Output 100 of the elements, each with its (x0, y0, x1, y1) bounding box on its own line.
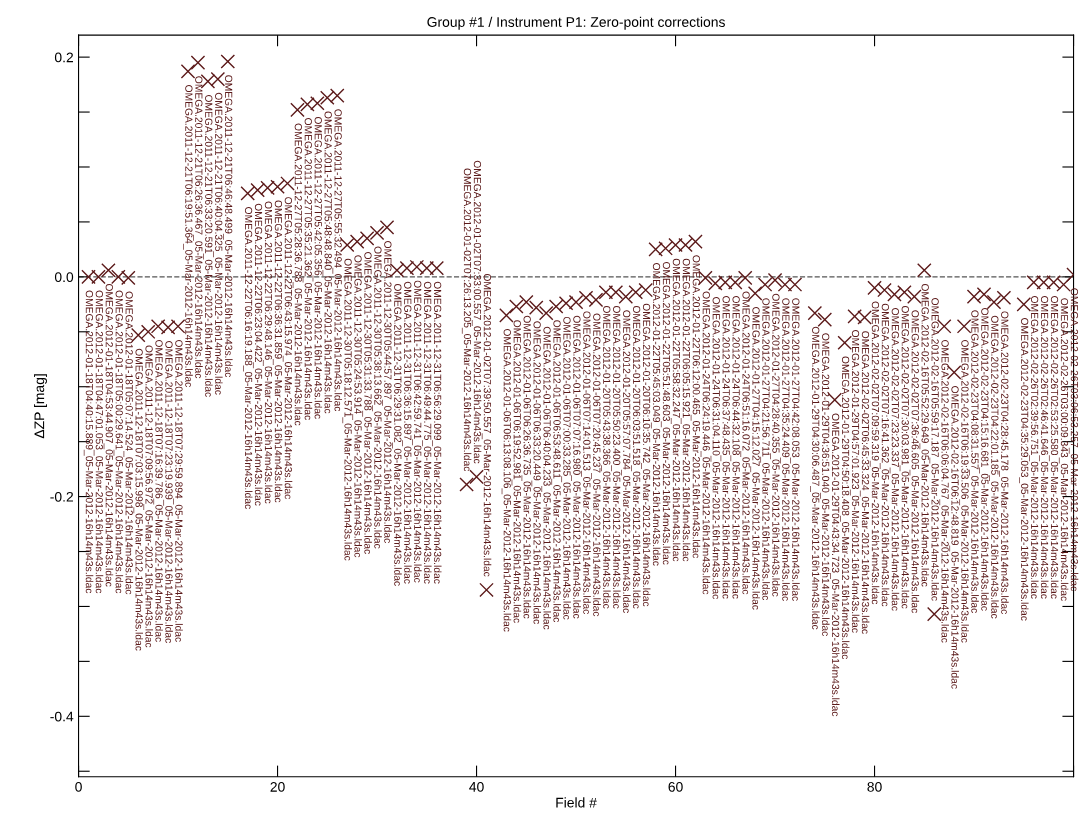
annotation: OMEGA.2011-12-31T06:36:15.897_05-Mar-2012-16h14m43s.ldac (402, 281, 412, 584)
annotation: OMEGA.2011-12-27T05:55:32.494_05-Mar-2012-16h14m43s.ldac (332, 109, 343, 412)
annotation: OMEGA.2011-12-22T06:43:15.974_05-Mar-2012-16h14m43s.ldac (282, 197, 293, 499)
annotation: OMEGA.2011-12-18T07:29:59.894_05-Mar-2012-16h14m43s.ldac (173, 339, 183, 642)
annotation: OMEGA.2012-01-27T04:15:12.027_05-Mar-2012-16h14m43s.ldac (750, 307, 760, 610)
annotation: OMEGA.2011-12-22T06:16:19.188_05-Mar-2012-16h14m43s.ldac (243, 207, 253, 509)
annotation: OMEGA.2012-01-27T04:42:08.053_05-Mar-2012-16h14m43s.ldac (790, 298, 800, 601)
annotation: OMEGA.2012-01-02T07:39:50.557_05-Mar-2012-16h14m43s.ldac (481, 273, 492, 577)
annotation: OMEGA.2012-01-18T05:00:29.641_05-Mar-2012-16h14m43s.ldac (113, 290, 124, 594)
annotation: OMEGA.2012-01-29T04:36:51.040_05-Mar-2012-16h14m43s.ldac (820, 333, 830, 636)
annotation: OMEGA.2012-02-26T02:53:25.580_05-Mar-2012-16h14m43s.ldac (1048, 296, 1059, 599)
annotation: OMEGA.2012-02-02T07:16:41.362_05-Mar-2012-16h14m43s.ldac (879, 303, 890, 607)
annotation: OMEGA.2011-12-22T06:29:48.146_05-Mar-2012-16h14m43s.ldac (262, 201, 273, 504)
annotation: OMEGA.2011-12-21T06:26:36.467_05-Mar-2012-16h14m43s.ldac (193, 76, 203, 379)
annotation: OMEGA.2012-01-20T05:43:38.366_05-Mar-2012-16h14m43s.ldac (601, 305, 611, 609)
annotation: OMEGA.2012-01-20T05:50:23.400_05-Mar-2012-16h14m43s.ldac (611, 305, 621, 609)
annotation: OMEGA.2012-01-06T07:14:01.513_05-Mar-2012-16h14m43s.ldac (581, 311, 591, 615)
annotation: OMEGA.2011-12-30T05:24:53.914_05-Mar-2012-16h14m43s.ldac (352, 255, 362, 558)
annotation: OMEGA.2012-01-29T04:50:18.408_05-Mar-2012-16h14m43s.ldac (840, 356, 850, 660)
y-tick-label: -0.4 (50, 711, 74, 722)
annotation: OMEGA.2012-01-18T04:53:44.907_05-Mar-2012-16h14m43s.ldac (103, 283, 114, 587)
annotation: OMEGA.2011-12-27T05:35:21.362_05-Mar-2012-16h14m43s.ldac (302, 118, 313, 420)
annotation: OMEGA.2011-12-27T05:42:05.356_05-Mar-2012-16h14m43s.ldac (312, 116, 323, 419)
annotation: OMEGA.2012-01-22T06:05:15.921_05-Mar-2012-16h14m43s.ldac (680, 258, 691, 562)
annotation: OMEGA.2012-02-23T04:28:45.178_05-Mar-2012-16h14m43s.ldac (999, 311, 1009, 615)
annotation: OMEGA.2012-02-16T06:19:33.506_05-Mar-2012-16h14m43s.ldac (959, 339, 969, 643)
y-tick-label: -0.2 (50, 491, 73, 502)
annotation: OMEGA.2012-01-06T07:07:16.980_05-Mar-2012-16h14m43s.ldac (571, 315, 581, 619)
annotation: OMEGA.2011-12-27T05:28:36.788_05-Mar-2012-16h14m43s.ldac (292, 123, 303, 426)
annotation: OMEGA.2012-02-23T04:22:01.185_05-Mar-2012-16h14m43s.ldac (989, 315, 999, 619)
annotation: OMEGA.2011-12-31T06:42:59.741_05-Mar-2012-16h14m43s.ldac (412, 280, 422, 583)
x-axis-title: Field # (556, 797, 597, 808)
annotation: OMEGA.2012-01-06T06:53:48.611_05-Mar-2012-16h14m43s.ldac (551, 320, 561, 623)
annotation: OMEGA.2011-12-22T06:36:31.859_05-Mar-2012-16h14m43s.ldac (272, 200, 283, 503)
annotation: OMEGA.2012-02-02T06:45:33.324_05-Mar-2012-16h14m43s.ldac (859, 331, 870, 634)
x-tick-label: 80 (867, 781, 882, 792)
annotation: OMEGA.2012-01-06T06:33:20.449_05-Mar-2012-16h14m43s.ldac (531, 321, 542, 624)
annotation: OMEGA.2012-01-22T05:51:48.603_05-Mar-2012-16h14m43s.ldac (660, 261, 671, 565)
annotation: OMEGA.2012-01-22T06:12:00.465_05-Mar-2012-16h14m43s.ldac (690, 255, 701, 558)
annotation: OMEGA.2012-02-16T06:06:04.767_05-Mar-2012-16h14m43s.ldac (939, 339, 949, 643)
annotation: OMEGA.2012-01-06T07:20:45.237_05-Mar-2012-16h14m43s.ldac (591, 313, 601, 617)
annotation: OMEGA.2012-01-24T06:24:19.446_05-Mar-2012-16h14m43s.ldac (700, 291, 711, 595)
annotation: OMEGA.2011-12-21T06:33:20.591_05-Mar-2012-16h14m43s.ldac (203, 94, 213, 397)
annotation: OMEGA.2012-01-20T06:03:51.518_05-Mar-2012-16h14m43s.ldac (631, 305, 641, 609)
annotation: OMEGA.2012-01-06T07:00:33.285_05-Mar-2012-16h14m43s.ldac (561, 316, 571, 620)
annotation: OMEGA.2011-12-21T06:46:48.499_05-Mar-2012-16h14m43s.ldac (223, 75, 233, 378)
annotation: OMEGA.2012-01-29T04:43:34.723_05-Mar-2012-16h14m43s.ldac (830, 413, 840, 717)
annotation: OMEGA.2011-12-22T06:23:04.422_05-Mar-2012-16h14m43s.ldac (252, 203, 263, 506)
annotation: OMEGA.2011-12-18T07:09:56.972_05-Mar-2012-16h14m43s.ldac (143, 345, 153, 648)
annotation: OMEGA.2012-02-16T05:52:29.649_05-Mar-2012-16h14m43s.ldac (919, 283, 930, 587)
annotation: OMEGA.2011-12-31T06:56:29.099_05-Mar-2012-16h14m43s.ldac (432, 281, 442, 584)
annotation: OMEGA.2012-01-06T06:40:04.233_05-Mar-2012-16h14m43s.ldac (541, 326, 551, 630)
annotation: OMEGA.2012-01-27T04:35:24.409_05-Mar-2012-16h14m43s.ldac (780, 298, 790, 601)
annotation: OMEGA.2011-12-18T07:03:15.998_05-Mar-2012-16h14m43s.ldac (133, 348, 144, 651)
annotation: OMEGA.2012-01-06T06:26:36.735_05-Mar-2012-16h14m43s.ldac (521, 315, 532, 619)
annotation: OMEGA.2012-01-18T04:47:01.053_05-Mar-2012-16h14m43s.ldac (93, 290, 104, 594)
annotation: OMEGA.2012-02-02T07:30:03.981_05-Mar-2012-16h14m43s.ldac (899, 305, 910, 609)
annotation: OMEGA.2011-12-21T06:19:51.364_05-Mar-2012-16h14m43s.ldac (183, 85, 193, 387)
annotation: OMEGA.2012-01-24T06:44:32.108_05-Mar-2012-16h14m43s.ldac (730, 296, 741, 599)
annotation: OMEGA.2012-02-26T03:00:09.343_05-Mar-2012-16h14m43s.ldac (1058, 298, 1069, 601)
annotation: OMEGA.2012-01-18T04:40:15.889_05-Mar-2012-16h14m43s.ldac (83, 290, 94, 594)
x-tick-label: 20 (270, 781, 285, 792)
annotation: OMEGA.2011-12-18T07:23:19.939_05-Mar-2012-16h14m43s.ldac (163, 341, 173, 643)
annotation: OMEGA.2012-01-06T06:13:08.106_05-Mar-2012-16h14m43s.ldac (501, 328, 512, 632)
annotation: OMEGA.2012-02-26T02:39:56.751_05-Mar-2012-16h14m43s.ldac (1029, 296, 1039, 599)
annotation: OMEGA.2012-02-02T07:09:59.319_05-Mar-2012-16h14m43s.ldac (869, 301, 880, 605)
y-tick-label: 0.0 (54, 272, 74, 283)
annotation: OMEGA.2011-12-30T05:18:12.571_05-Mar-2012-16h14m43s.ldac (342, 258, 352, 561)
y-tick-label: 0.2 (54, 52, 73, 63)
annotation: OMEGA.2012-01-22T05:58:32.247_05-Mar-2012-16h14m43s.ldac (670, 258, 681, 562)
annotation: OMEGA.2012-02-16T05:59:17.187_05-Mar-2012-16h14m43s.ldac (929, 298, 940, 601)
annotation: OMEGA.2012-02-26T03:06:53.257_05-Mar-2012-16h14m43s.ldac (1068, 288, 1079, 591)
annotation: OMEGA.2012-02-02T07:36:46.605_05-Mar-2012-16h14m43s.ldac (909, 310, 920, 613)
chart-title: Group #1 / Instrument P1: Zero-point corrections (427, 16, 725, 30)
annotation: OMEGA.2012-01-02T07:33:00.557_05-Mar-2012-16h14m43s.ldac (471, 160, 482, 464)
x-tick-label: 0 (75, 781, 82, 792)
annotation: OMEGA.2012-01-24T06:31:04.110_05-Mar-2012-16h14m43s.ldac (710, 297, 721, 599)
x-tick-label: 60 (668, 781, 683, 792)
annotation: OMEGA.2012-01-06T06:19:52.981_05-Mar-2012-16h14m43s.ldac (511, 320, 522, 623)
annotation: OMEGA.2012-01-29T04:30:06.487_05-Mar-2012-16h14m43s.ldac (810, 326, 820, 630)
annotation: OMEGA.2011-12-31T06:29:31.082_05-Mar-2012-16h14m43s.ldac (392, 283, 402, 586)
annotation: OMEGA.2012-01-18T05:07:14.524_05-Mar-2012-16h14m43s.ldac (123, 291, 134, 595)
annotation: OMEGA.2012-01-02T07:26:13.205_05-Mar-2012-16h14m43s.ldac (461, 168, 472, 472)
annotation: OMEGA.2011-12-30T05:31:33.788_05-Mar-2012-16h14m43s.ldac (362, 252, 372, 554)
annotation: OMEGA.2012-02-23T04:08:31.557_05-Mar-2012-16h14m43s.ldac (969, 310, 979, 613)
annotation: OMEGA.2011-12-18T07:16:39.786_05-Mar-2012-16h14m43s.ldac (153, 339, 163, 642)
annotation: OMEGA.2012-02-23T04:15:16.681_05-Mar-2012-16h14m43s.ldac (979, 308, 989, 611)
annotation: OMEGA.2012-01-24T06:51:16.072_05-Mar-2012-16h14m43s.ldac (740, 291, 750, 595)
annotation: OMEGA.2012-01-27T04:21:56.711_05-Mar-2012-16h14m43s.ldac (760, 298, 770, 601)
x-tick-label: 40 (469, 781, 484, 792)
annotation: OMEGA.2012-01-24T06:37:48.435_05-Mar-2012-16h14m43s.ldac (720, 296, 731, 599)
annotation: OMEGA.2011-12-21T06:40:04.325_05-Mar-2012-16h14m43s.ldac (213, 92, 223, 395)
annotation: OMEGA.2012-02-02T07:23:23.337_05-Mar-2012-16h14m43s.ldac (889, 308, 900, 611)
annotation: OMEGA.2012-01-22T05:45:03.049_05-Mar-2012-16h14m43s.ldac (650, 263, 661, 566)
annotation: OMEGA.2011-12-27T05:48:48.840_05-Mar-2012-16h14m43s.ldac (322, 111, 333, 414)
annotation: OMEGA.2011-12-30T05:44:57.897_05-Mar-2012-16h14m43s.ldac (382, 241, 392, 543)
annotation: OMEGA.2012-01-20T06:10:35.742_05-Mar-2012-16h14m43s.ldac (641, 303, 651, 607)
annotation: OMEGA.2012-01-27T04:28:40.355_05-Mar-2012-16h14m43s.ldac (770, 293, 780, 597)
annotation: OMEGA.2012-01-29T04:57:01.923_05-Mar-2012-16h14m43s.ldac (849, 330, 860, 633)
y-axis-title: ΔZP [mag] (34, 374, 47, 439)
